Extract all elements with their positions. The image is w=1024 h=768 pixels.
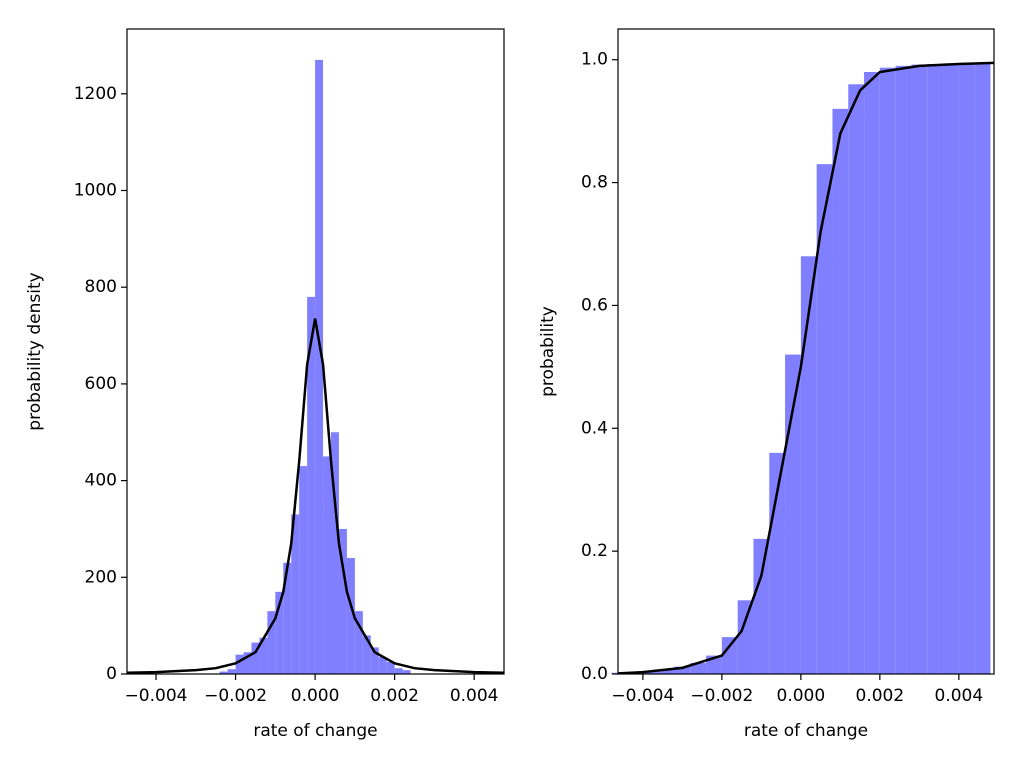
bar xyxy=(243,652,252,674)
bar xyxy=(816,164,833,674)
y-axis-label: probability xyxy=(538,306,558,397)
bar xyxy=(832,108,849,675)
bar xyxy=(974,62,991,675)
bar xyxy=(943,63,959,674)
bar xyxy=(394,668,403,674)
bar xyxy=(227,669,236,674)
bar xyxy=(737,600,754,674)
bar xyxy=(346,557,355,674)
bar xyxy=(378,657,387,674)
x-tick-label: 0.004 xyxy=(450,686,499,706)
bar xyxy=(323,456,332,674)
bar xyxy=(362,635,371,674)
bar xyxy=(402,670,411,674)
bar xyxy=(299,466,308,674)
x-tick-label: 0.004 xyxy=(935,686,984,706)
y-tick-label: 400 xyxy=(85,471,117,491)
axes-frame xyxy=(617,28,995,675)
y-tick-label: 0.0 xyxy=(581,664,608,684)
y-tick-label: 0.2 xyxy=(581,541,608,561)
bar xyxy=(275,591,284,674)
x-tick-label: −0.002 xyxy=(204,686,267,706)
y-tick-label: 600 xyxy=(85,374,117,394)
bar xyxy=(895,65,912,675)
y-tick-label: 1000 xyxy=(74,180,117,200)
bar xyxy=(927,64,944,674)
bar xyxy=(251,642,260,674)
y-tick-label: 1.0 xyxy=(581,50,608,70)
bar xyxy=(235,654,244,674)
x-tick-label: 0.000 xyxy=(291,686,340,706)
bar xyxy=(283,562,292,674)
bar xyxy=(291,514,300,674)
y-tick-label: 0.8 xyxy=(581,173,608,193)
x-axis-label: rate of change xyxy=(253,721,377,741)
fit-curve xyxy=(127,318,504,674)
x-tick-label: 0.000 xyxy=(777,686,826,706)
bar xyxy=(370,647,379,674)
y-tick-label: 800 xyxy=(85,277,117,297)
fit-curve xyxy=(618,61,994,674)
bar xyxy=(721,637,738,674)
x-tick-label: 0.002 xyxy=(856,686,905,706)
bar xyxy=(338,528,347,674)
bar xyxy=(267,611,276,674)
bar xyxy=(307,296,316,674)
bar xyxy=(848,84,865,675)
x-tick-label: 0.002 xyxy=(370,686,419,706)
bar xyxy=(219,671,228,674)
bar xyxy=(958,62,975,675)
bar xyxy=(386,661,395,674)
bar xyxy=(259,637,268,674)
y-tick-label: 0 xyxy=(106,664,117,684)
bar xyxy=(315,59,324,675)
bar xyxy=(864,72,880,674)
bar xyxy=(879,67,896,674)
bar xyxy=(800,256,817,674)
x-tick-label: −0.002 xyxy=(690,686,753,706)
bar xyxy=(753,538,770,674)
bar xyxy=(911,64,928,675)
bar xyxy=(690,662,707,674)
y-tick-label: 0.6 xyxy=(581,295,608,315)
y-axis-label: probability density xyxy=(25,272,45,430)
bar xyxy=(331,432,339,674)
bar xyxy=(658,669,675,674)
x-tick-label: −0.004 xyxy=(611,686,674,706)
y-tick-label: 0.4 xyxy=(581,418,608,438)
x-axis-label: rate of change xyxy=(744,721,868,741)
x-tick-label: −0.004 xyxy=(125,686,188,706)
bar xyxy=(354,611,363,674)
y-tick-label: 1200 xyxy=(74,84,117,104)
y-tick-label: 200 xyxy=(85,567,117,587)
bar xyxy=(674,666,691,674)
